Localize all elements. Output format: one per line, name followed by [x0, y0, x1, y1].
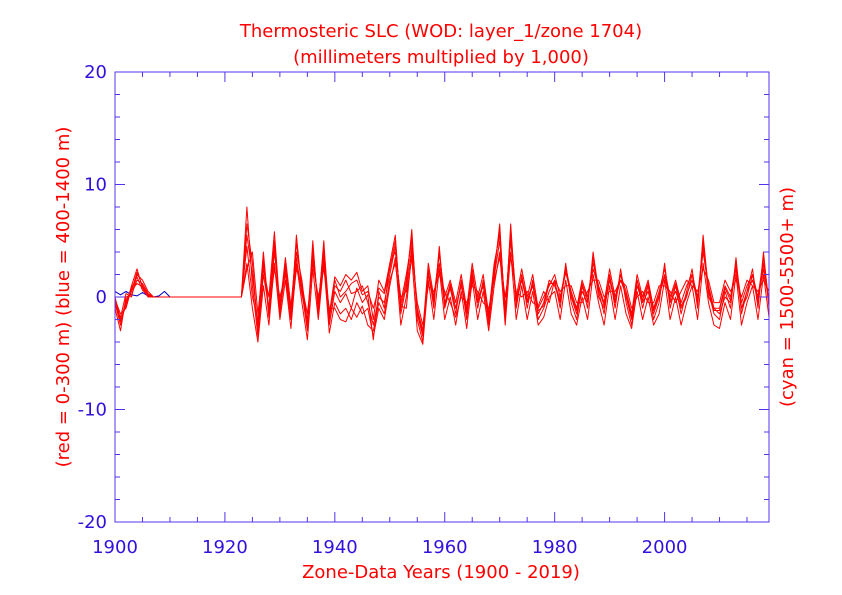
y-tick-label: 10 [84, 175, 107, 196]
series-line-red-4 [114, 223, 770, 337]
x-tick-label: 1960 [422, 537, 468, 558]
y-tick-label: 0 [96, 287, 107, 308]
ticks-layer: 1900 1920 1940 1960 1980 2000 20 10 0 -10 -20 [78, 62, 769, 558]
series-layer [114, 206, 770, 345]
y-tick-label: 20 [84, 62, 107, 83]
x-tick-label: 1920 [202, 537, 248, 558]
chart-title: Thermosteric SLC (WOD: layer_1/zone 1704… [239, 21, 642, 42]
x-axis-label: Zone-Data Years (1900 - 2019) [302, 562, 580, 583]
chart-subtitle: (millimeters multiplied by 1,000) [293, 47, 589, 68]
series-line-blue-0 [114, 290, 242, 298]
y-tick-label: -20 [78, 512, 107, 533]
y-axis-label-left: (red = 0-300 m) (blue = 400-1400 m) [53, 127, 74, 468]
x-tick-label: 1980 [532, 537, 578, 558]
x-tick-label: 2000 [642, 537, 688, 558]
x-tick-label: 1940 [312, 537, 358, 558]
series-line-red-6 [114, 240, 770, 334]
x-tick-label: 1900 [92, 537, 138, 558]
y-tick-label: -10 [78, 400, 107, 421]
y-axis-label-right: (cyan = 1500-5500+ m) [777, 187, 798, 407]
